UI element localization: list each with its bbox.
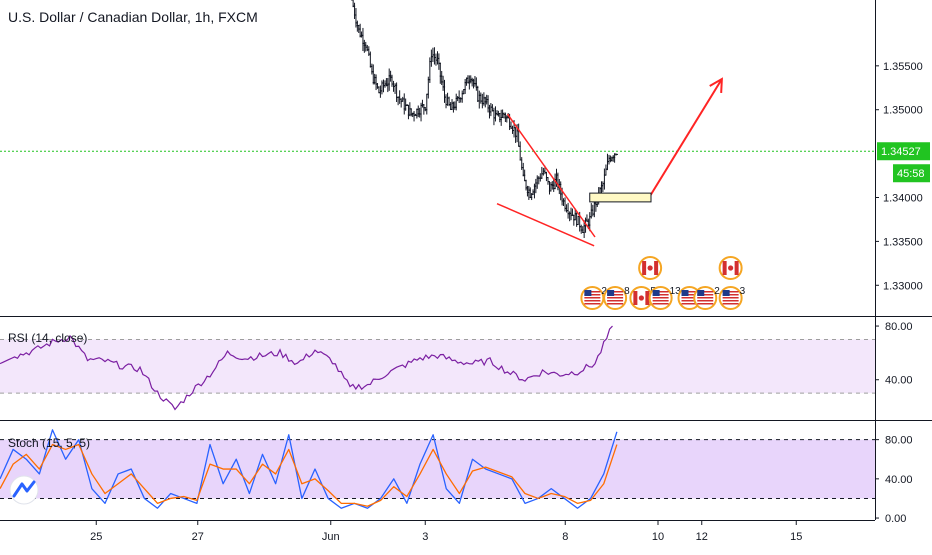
chart-title: U.S. Dollar / Canadian Dollar, 1h, FXCM bbox=[8, 9, 258, 25]
price-tick-label: 1.34000 bbox=[883, 193, 923, 205]
time-tick-label: 15 bbox=[790, 531, 802, 543]
price-tick-label: 1.33500 bbox=[883, 236, 923, 248]
stoch-tick-label: 40.00 bbox=[885, 474, 913, 486]
stoch-band bbox=[0, 439, 875, 499]
event-count: 8 bbox=[624, 286, 630, 297]
price-tick-label: 1.33000 bbox=[883, 280, 923, 292]
tradingview-logo-icon[interactable] bbox=[9, 475, 39, 505]
countdown-text: 45:58 bbox=[897, 168, 925, 180]
price-tick-label: 1.35000 bbox=[883, 105, 923, 117]
price-tag-text: 1.34527 bbox=[881, 146, 921, 158]
stoch-tick-label: 0.00 bbox=[885, 513, 906, 525]
ca-flag-icon[interactable] bbox=[638, 256, 663, 280]
rsi-band bbox=[0, 339, 875, 394]
event-count: 13 bbox=[670, 286, 682, 297]
candle bbox=[614, 153, 618, 156]
event-count: 2 bbox=[601, 286, 607, 297]
time-tick-label: 10 bbox=[652, 531, 664, 543]
rsi-tick-label: 40.00 bbox=[885, 375, 913, 387]
us-flag-icon[interactable] bbox=[693, 286, 718, 310]
wedge-upper-line[interactable] bbox=[506, 113, 596, 238]
rsi-line bbox=[0, 325, 613, 411]
us-flag-icon[interactable] bbox=[718, 286, 743, 310]
time-tick-label: 27 bbox=[192, 531, 204, 543]
time-tick-label: 25 bbox=[90, 531, 102, 543]
stoch-k-line bbox=[0, 429, 618, 509]
arrow-head bbox=[709, 77, 723, 94]
stoch-d-line bbox=[0, 443, 618, 507]
us-flag-icon[interactable] bbox=[648, 286, 673, 310]
target-arrow[interactable] bbox=[646, 78, 723, 201]
time-tick-label: Jun bbox=[322, 531, 340, 543]
event-count: 2 bbox=[714, 286, 720, 297]
rsi-label: RSI (14, close) bbox=[8, 331, 88, 345]
price-tick-label: 1.35500 bbox=[883, 61, 923, 73]
stoch-label: Stoch (15, 5, 5) bbox=[8, 436, 91, 450]
stoch-tick-label: 80.00 bbox=[885, 435, 913, 447]
time-tick-label: 3 bbox=[422, 531, 428, 543]
time-tick-label: 12 bbox=[696, 531, 708, 543]
wedge-lower-line[interactable] bbox=[496, 202, 595, 247]
ca-flag-icon[interactable] bbox=[718, 256, 743, 280]
time-tick-label: 8 bbox=[562, 531, 568, 543]
us-flag-icon[interactable] bbox=[603, 286, 628, 310]
entry-zone-box[interactable] bbox=[589, 192, 652, 203]
current-price-tag: 1.34527 45:58 bbox=[877, 142, 930, 183]
us-flag-icon[interactable] bbox=[580, 286, 605, 310]
rsi-tick-label: 80.00 bbox=[885, 321, 913, 333]
event-count: 3 bbox=[740, 286, 746, 297]
price-axis-bg bbox=[875, 0, 932, 550]
